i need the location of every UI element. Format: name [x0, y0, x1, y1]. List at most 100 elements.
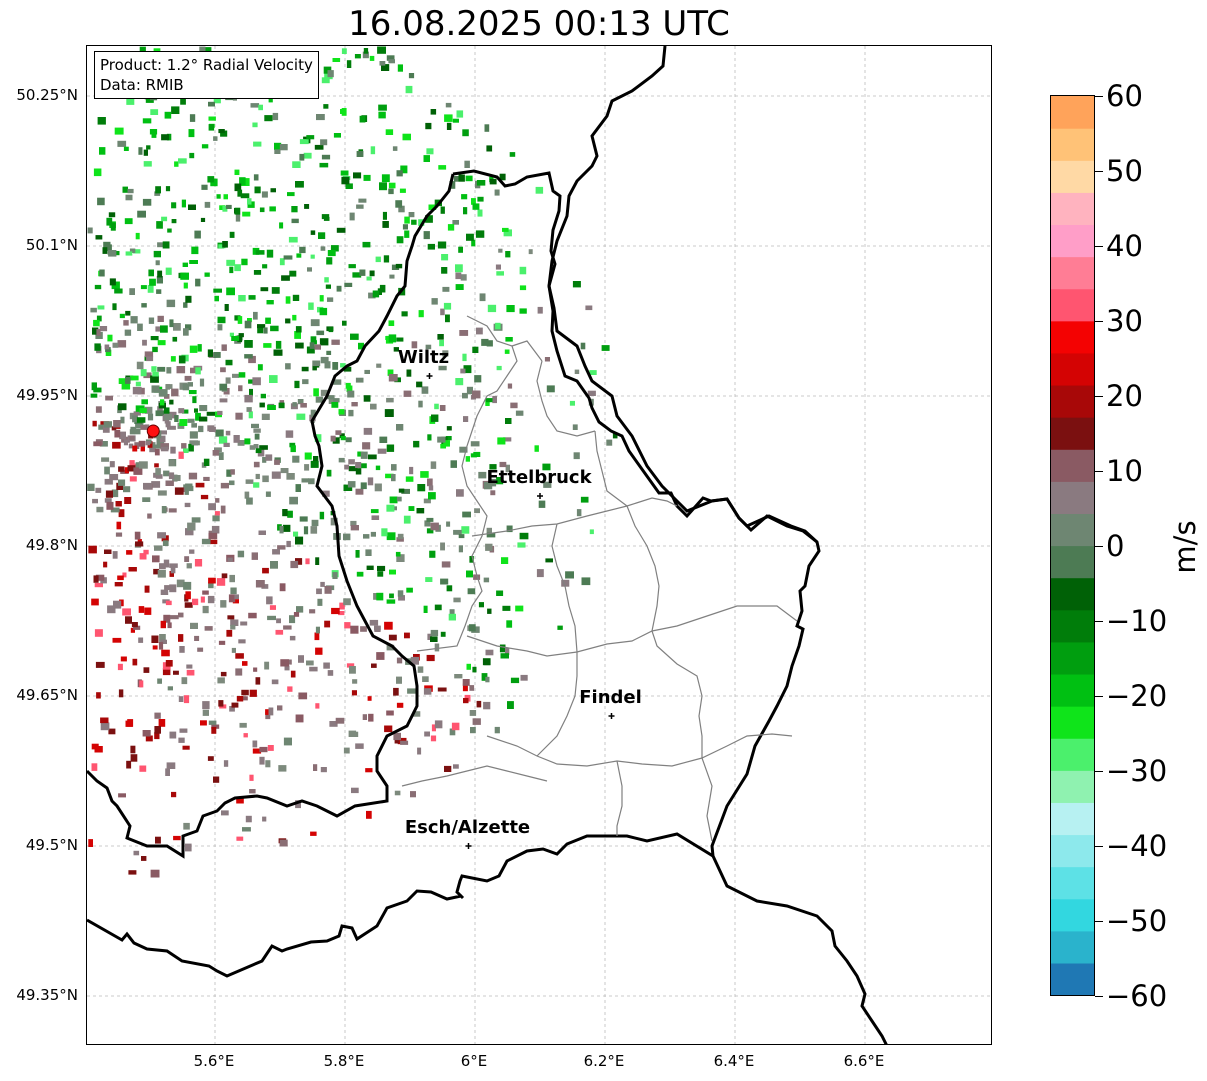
radar-echo-pixel	[574, 369, 580, 374]
radar-echo-pixel	[389, 569, 396, 575]
radar-echo-pixel	[561, 579, 570, 587]
radar-echo-pixel	[220, 130, 228, 137]
radar-echo-pixel	[155, 836, 161, 844]
radar-echo-pixel	[116, 482, 124, 490]
radar-echo-pixel	[301, 366, 309, 372]
radar-echo-pixel	[366, 810, 372, 819]
radar-echo-pixel	[195, 278, 201, 287]
radar-echo-pixel	[168, 472, 175, 480]
city-markers	[426, 373, 615, 849]
lon-tick-label: 6.6°E	[843, 1052, 885, 1070]
radar-echo-pixel	[367, 477, 374, 486]
radar-echo-pixel	[326, 257, 333, 265]
radar-echo-pixel	[183, 581, 192, 590]
radar-echo-pixel	[202, 605, 209, 614]
radar-echo-pixel	[331, 402, 339, 408]
radar-echo-pixel	[247, 198, 252, 205]
radar-echo-pixel	[474, 508, 480, 514]
radar-echo-pixel	[217, 324, 223, 331]
radar-echo-pixel	[169, 319, 174, 328]
radar-echo-pixel	[189, 549, 195, 554]
radar-echo-pixel	[444, 114, 453, 122]
map-panel[interactable]	[86, 45, 992, 1045]
radar-echo-pixel	[430, 735, 437, 742]
radar-echo-pixel	[462, 683, 468, 692]
radar-echo-pixel	[355, 468, 362, 475]
radar-echo-pixel	[120, 416, 125, 424]
radar-echo-pixel	[133, 850, 140, 856]
radar-echo-pixel	[233, 435, 240, 443]
radar-echo-pixel	[411, 341, 418, 349]
radar-echo-pixel	[569, 400, 575, 406]
radar-echo-pixel	[347, 481, 356, 488]
radar-echo-pixel	[179, 646, 185, 653]
radar-echo-pixel	[423, 231, 430, 240]
radar-echo-pixel	[455, 272, 462, 280]
radar-echo-pixel	[208, 101, 215, 107]
radar-echo-pixel	[133, 625, 141, 630]
radar-echo-pixel	[458, 246, 463, 253]
radar-echo-pixel	[294, 331, 301, 339]
radar-echo-pixel	[220, 600, 227, 608]
radar-echo-pixel	[91, 382, 97, 391]
radar-echo-pixel	[275, 629, 284, 635]
radar-echo-pixel	[266, 596, 273, 605]
radar-echo-pixel	[200, 494, 209, 500]
radar-echo-pixel	[454, 674, 463, 679]
radar-echo-pixel	[223, 442, 230, 447]
radar-echo-pixel	[536, 569, 544, 578]
radar-echo-pixel	[146, 145, 151, 150]
radar-echo-pixel	[145, 95, 154, 103]
radar-echo-pixel	[267, 405, 276, 410]
radar-echo-pixel	[398, 488, 405, 493]
radar-echo-pixel	[189, 345, 198, 353]
radar-echo-pixel	[455, 284, 464, 290]
radar-echo-pixel	[165, 480, 174, 486]
radar-echo-pixel	[293, 612, 300, 617]
radar-echo-pixel	[496, 271, 504, 276]
radar-echo-pixel	[384, 409, 394, 417]
radar-echo-pixel	[296, 606, 304, 613]
radar-echo-pixel	[363, 395, 371, 402]
radar-echo-pixel	[398, 205, 405, 213]
radar-echo-pixel	[114, 288, 123, 294]
radar-echo-pixel	[497, 437, 506, 445]
radar-echo-pixel	[386, 504, 395, 512]
belgium-border	[87, 173, 455, 859]
colorbar-segment	[1051, 320, 1094, 354]
radar-echo-pixel	[182, 262, 188, 267]
radar-echo-pixel	[244, 394, 253, 403]
radar-echo-pixel	[279, 839, 288, 847]
radar-echo-pixel	[370, 403, 377, 410]
radar-echo-pixel	[418, 400, 423, 408]
radar-echo-pixel	[274, 459, 280, 465]
radar-echo-pixel	[128, 567, 137, 572]
radar-echo-pixel	[133, 411, 141, 416]
radar-echo-pixel	[243, 733, 248, 738]
radar-echo-pixel	[475, 230, 485, 238]
radar-echo-pixel	[486, 532, 496, 538]
colorbar-tick	[1095, 396, 1103, 397]
radar-echo-pixel	[363, 534, 370, 539]
city-marker	[465, 843, 472, 849]
radar-echo-pixel	[94, 284, 102, 290]
radar-echo-pixel	[257, 364, 263, 371]
radar-echo-pixel	[371, 663, 377, 668]
radar-echo-pixel	[270, 561, 278, 569]
radar-echo-pixel	[253, 482, 260, 488]
radar-echo-pixel	[255, 580, 265, 588]
radar-echo-pixel	[208, 577, 216, 584]
radar-echo-pixel	[127, 465, 136, 472]
radar-echo-pixel	[431, 414, 439, 422]
radar-echo-pixel	[320, 767, 327, 773]
radar-echo-pixel	[167, 425, 176, 430]
radar-echo-pixel	[427, 633, 433, 640]
radar-echo-pixel	[345, 437, 352, 443]
radar-echo-pixel	[92, 498, 98, 504]
radar-echo-pixel	[107, 605, 116, 614]
radar-echo-pixel	[324, 586, 332, 594]
radar-echo-pixel	[150, 375, 159, 383]
radar-echo-pixel	[463, 416, 469, 422]
radar-echo-pixel	[151, 366, 157, 372]
radar-echo-pixel	[117, 340, 127, 348]
